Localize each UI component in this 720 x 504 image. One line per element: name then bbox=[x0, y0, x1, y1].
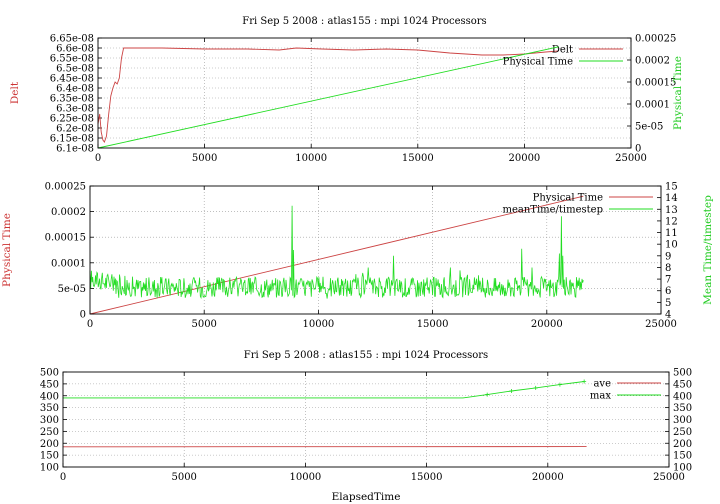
panel1-x-tick-label: 5000 bbox=[192, 153, 217, 164]
panel3-x-tick-label: 25000 bbox=[653, 472, 685, 483]
panel2-y2-tick-label: 15 bbox=[665, 182, 678, 193]
panel1-x-tick-label: 25000 bbox=[615, 153, 647, 164]
panel2-x-tick-label: 5000 bbox=[191, 319, 216, 330]
panel1-x-tick-label: 20000 bbox=[508, 153, 540, 164]
panel2-y-tick-label: 5e-05 bbox=[58, 284, 86, 295]
panel1-y-tick-label: 6.35e-08 bbox=[50, 94, 94, 105]
panel2-y2-tick-label: 4 bbox=[665, 310, 671, 321]
panel1-x-tick-label: 15000 bbox=[402, 153, 434, 164]
panel2-series-meantime-timestep-line bbox=[89, 205, 584, 300]
panel3-y2-tick-label: 250 bbox=[673, 427, 692, 438]
panel2-x-tick-label: 0 bbox=[87, 319, 93, 330]
panel2-y2-tick-label: 10 bbox=[665, 240, 678, 251]
panel1-y-tick-label: 6.65e-08 bbox=[50, 34, 94, 45]
panel2-series-physical-time-line bbox=[89, 195, 584, 315]
panel3-x-tick-label: 5000 bbox=[171, 472, 196, 483]
panel1-y2-tick-label: 5e-05 bbox=[635, 122, 663, 133]
panel2-y2-tick-label: 8 bbox=[665, 263, 671, 274]
panel3-title: Fri Sep 5 2008 : atlas155 : mpi 1024 Pro… bbox=[244, 350, 488, 361]
panel3-y2-tick-label: 150 bbox=[673, 451, 692, 462]
panel3-y-tick-label: 250 bbox=[40, 427, 59, 438]
panel3-y2-tick-label: 350 bbox=[673, 403, 692, 414]
panel3-x-tick-label: 0 bbox=[60, 472, 66, 483]
panel1-y2-tick-label: 0.00025 bbox=[635, 34, 676, 45]
panel1-series-physical-time-line bbox=[97, 46, 559, 149]
panel2-y2-tick-label: 6 bbox=[665, 286, 671, 297]
panel3-y-tick-label: 200 bbox=[40, 439, 59, 450]
panel2-y2-tick-label: 14 bbox=[665, 193, 678, 204]
panel3-series-max-marker bbox=[582, 379, 587, 384]
panel3-series-max-marker bbox=[557, 382, 562, 387]
panel2-x-tick-label: 25000 bbox=[645, 319, 677, 330]
panel1-y-tick-label: 6.4e-08 bbox=[56, 84, 94, 95]
panel1-y-tick-label: 6.3e-08 bbox=[56, 104, 94, 115]
panel1-y-tick-label: 6.5e-08 bbox=[56, 64, 94, 75]
panel3-y2-tick-label: 300 bbox=[673, 415, 692, 426]
panel2-x-tick-label: 20000 bbox=[531, 319, 563, 330]
panel1-y2-tick-label: 0.00015 bbox=[635, 78, 676, 89]
panel3-y-tick-label: 400 bbox=[40, 391, 59, 402]
panel2-y2-tick-label: 9 bbox=[665, 251, 671, 262]
panel3-series-max-legend-label: max bbox=[590, 391, 611, 402]
panel1-y-tick-label: 6.1e-08 bbox=[56, 144, 94, 155]
panel2-y-axis-title: Physical Time bbox=[1, 213, 13, 287]
panel3-x-axis-title: ElapsedTime bbox=[332, 491, 401, 503]
panel1-y-tick-label: 6.6e-08 bbox=[56, 44, 94, 55]
panel1-series-delt-line bbox=[97, 47, 559, 143]
panel3-x-tick-label: 10000 bbox=[289, 472, 321, 483]
panel3-plot-frame bbox=[62, 371, 670, 468]
panel2-series-physical-time-legend-label: Physical Time bbox=[533, 193, 603, 204]
panel1-y-tick-label: 6.55e-08 bbox=[50, 54, 94, 65]
panel1-y-tick-label: 6.45e-08 bbox=[50, 74, 94, 85]
panel2-y-tick-label: 0.00025 bbox=[45, 182, 86, 193]
panel1-y-tick-label: 6.25e-08 bbox=[50, 114, 94, 125]
panel3-y-tick-label: 500 bbox=[40, 368, 59, 379]
panel2-y2-tick-label: 5 bbox=[665, 298, 671, 309]
panel2-y-tick-label: 0.00015 bbox=[45, 233, 86, 244]
panel2-y2-tick-label: 11 bbox=[665, 228, 678, 239]
panel2-y2-tick-label: 12 bbox=[665, 216, 678, 227]
panel1-x-tick-label: 10000 bbox=[295, 153, 327, 164]
panel3-series-max-marker bbox=[533, 385, 538, 390]
panel2-y-tick-label: 0.0002 bbox=[51, 207, 86, 218]
panel2-plot-frame bbox=[89, 185, 662, 315]
panel1-series-delt-legend-label: Delt bbox=[552, 45, 573, 56]
panel1-title: Fri Sep 5 2008 : atlas155 : mpi 1024 Pro… bbox=[242, 16, 486, 27]
panel2-series-meantime-timestep-legend-label: meanTime/timestep bbox=[502, 205, 603, 216]
panel1-y2-tick-label: 0.0001 bbox=[635, 100, 670, 111]
panel3-y2-tick-label: 450 bbox=[673, 379, 692, 390]
panel1-y-axis-title: Delt bbox=[9, 81, 21, 104]
panel1-y2-tick-label: 0 bbox=[635, 144, 641, 155]
panel2-y2-tick-label: 7 bbox=[665, 275, 671, 286]
panel1-y2-axis-title: Physical Time bbox=[672, 56, 684, 130]
panel1-y-tick-label: 6.15e-08 bbox=[50, 134, 94, 145]
panel2-x-tick-label: 15000 bbox=[417, 319, 449, 330]
panel3-x-tick-label: 20000 bbox=[532, 472, 564, 483]
panel3-y2-tick-label: 100 bbox=[673, 463, 692, 474]
panel3-y-tick-label: 350 bbox=[40, 403, 59, 414]
panel3-series-max-marker bbox=[509, 389, 514, 393]
panel3-y2-tick-label: 500 bbox=[673, 368, 692, 379]
panel3-series-ave-legend-label: ave bbox=[593, 379, 611, 390]
panel2-y-tick-label: 0 bbox=[80, 310, 86, 321]
panel3-series-max-marker bbox=[485, 392, 490, 397]
panel2-x-tick-label: 10000 bbox=[302, 319, 334, 330]
panel3-y-tick-label: 300 bbox=[40, 415, 59, 426]
panel3-y2-tick-label: 200 bbox=[673, 439, 692, 450]
panel3-x-tick-label: 15000 bbox=[411, 472, 443, 483]
panel3-y2-tick-label: 400 bbox=[673, 391, 692, 402]
panel2-y2-axis-title: Mean Time/timestep bbox=[702, 195, 714, 305]
panel3-y-tick-label: 100 bbox=[40, 463, 59, 474]
panel1-plot-frame bbox=[97, 37, 632, 149]
panel1-series-physical-time-legend-label: Physical Time bbox=[503, 57, 573, 68]
panel3-y-tick-label: 450 bbox=[40, 379, 59, 390]
panel1-y2-tick-label: 0.0002 bbox=[635, 56, 670, 67]
panel2-y-tick-label: 0.0001 bbox=[51, 258, 86, 269]
panel1-y-tick-label: 6.2e-08 bbox=[56, 124, 94, 135]
panel3-y-tick-label: 150 bbox=[40, 451, 59, 462]
panel2-y2-tick-label: 13 bbox=[665, 205, 678, 216]
panel1-x-tick-label: 0 bbox=[95, 153, 101, 164]
